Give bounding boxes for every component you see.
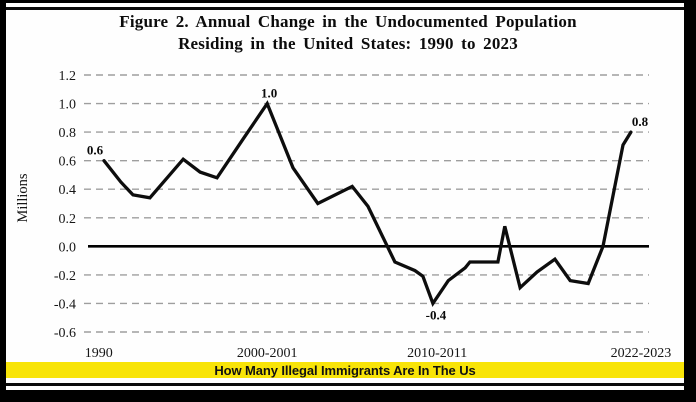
- y-tick-label: 0.4: [59, 183, 77, 198]
- y-tick-label: -0.6: [54, 326, 76, 341]
- y-axis-title: Millions: [15, 173, 31, 223]
- y-tick-label: -0.4: [54, 297, 76, 312]
- x-tick-label: 2000-2001: [237, 346, 298, 361]
- y-tick-label: 0.0: [59, 240, 77, 255]
- x-tick-label: 2010-2011: [407, 346, 467, 361]
- top-border-line: [6, 7, 684, 10]
- chart-title-line2: Residing in the United States: 1990 to 2…: [178, 34, 518, 54]
- y-tick-label: -0.2: [54, 269, 76, 284]
- headline-banner-text: How Many Illegal Immigrants Are In The U…: [214, 362, 476, 378]
- chart-title: Figure 2. Annual Change in the Undocumen…: [0, 11, 696, 56]
- bottom-black-strip: [0, 390, 696, 402]
- figure-card: [6, 3, 684, 390]
- data-point-label: 1.0: [261, 86, 277, 101]
- data-point-label: -0.4: [426, 307, 447, 322]
- y-tick-label: 1.0: [59, 98, 77, 113]
- data-series-line: [102, 100, 633, 307]
- bottom-border-line: [6, 383, 684, 386]
- data-point-label: 0.6: [87, 143, 104, 158]
- x-tick-label: 1990: [85, 346, 113, 361]
- y-tick-label: 0.6: [59, 155, 77, 170]
- chart-title-line1: Figure 2. Annual Change in the Undocumen…: [119, 12, 577, 31]
- headline-banner: How Many Illegal Immigrants Are In The U…: [6, 362, 684, 378]
- y-tick-label: 1.2: [59, 69, 77, 84]
- y-tick-label: 0.2: [59, 212, 77, 227]
- data-point-label: 0.8: [632, 114, 649, 129]
- x-tick-label: 2022-2023: [611, 346, 672, 361]
- y-tick-label: 0.8: [59, 126, 77, 141]
